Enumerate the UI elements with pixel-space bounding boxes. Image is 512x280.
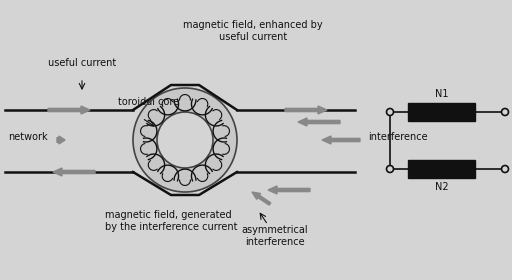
FancyArrow shape: [53, 168, 95, 176]
Circle shape: [133, 88, 237, 192]
Bar: [408, 103, 475, 121]
Circle shape: [387, 165, 394, 172]
Text: interference: interference: [368, 132, 428, 142]
FancyArrow shape: [298, 118, 340, 126]
Text: network: network: [8, 132, 48, 142]
Text: useful current: useful current: [48, 58, 116, 68]
FancyArrow shape: [322, 136, 360, 144]
Text: toroidal core: toroidal core: [118, 97, 179, 107]
FancyArrow shape: [268, 186, 310, 194]
Circle shape: [501, 109, 508, 116]
Text: magnetic field, enhanced by
useful current: magnetic field, enhanced by useful curre…: [183, 20, 323, 42]
Bar: [408, 160, 475, 178]
FancyArrow shape: [285, 106, 327, 114]
FancyArrow shape: [57, 136, 65, 144]
FancyArrow shape: [252, 192, 271, 205]
Circle shape: [157, 112, 213, 168]
Text: N2: N2: [435, 182, 449, 192]
Circle shape: [501, 165, 508, 172]
FancyArrow shape: [48, 106, 90, 114]
Text: magnetic field, generated
by the interference current: magnetic field, generated by the interfe…: [105, 210, 238, 232]
Circle shape: [387, 109, 394, 116]
Text: N1: N1: [435, 89, 448, 99]
Text: asymmetrical
interference: asymmetrical interference: [242, 225, 308, 247]
